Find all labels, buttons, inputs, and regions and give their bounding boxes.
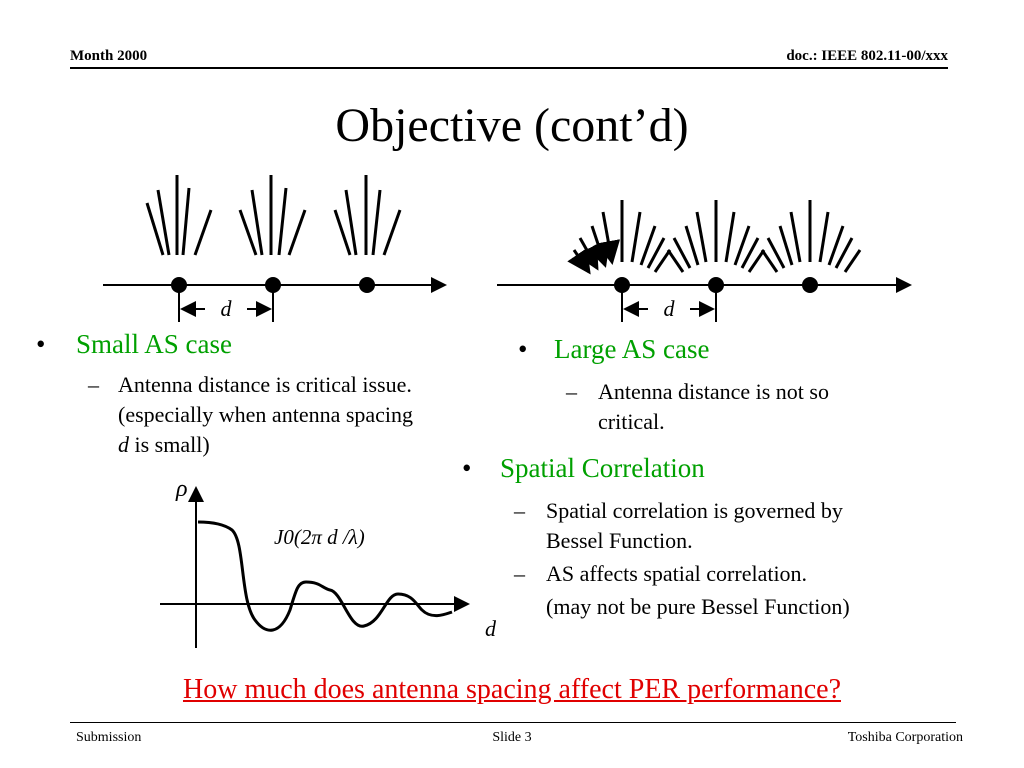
header-right: doc.: IEEE 802.11-00/xxx — [786, 48, 948, 64]
small-as-sub-line3: is small) — [129, 432, 210, 457]
small-as-diagram: d — [103, 175, 447, 322]
header-left: Month 2000 — [70, 48, 148, 64]
antenna-dot — [265, 277, 281, 293]
plot-x-label: d — [485, 616, 497, 641]
bullet-dot: • — [518, 334, 528, 364]
header-rule — [70, 67, 948, 69]
large-as-sub: – Antenna distance is not so critical. — [566, 377, 829, 437]
large-as-sub-line2: critical. — [598, 409, 665, 434]
slide-title: Objective (cont’d) — [335, 99, 689, 152]
small-as-sub-var: d — [118, 432, 129, 457]
spatial-sub1-line1: Spatial correlation is governed by — [546, 498, 843, 523]
dash: – — [514, 561, 525, 586]
rays-group-3 — [333, 175, 402, 256]
spatial-label: Spatial Correlation — [500, 453, 705, 483]
antenna-dot — [802, 277, 818, 293]
spatial-sub3: (may not be pure Bessel Function) — [546, 594, 850, 619]
large-as-bullet: • Large AS case — [518, 333, 709, 365]
large-as-label: Large AS case — [554, 334, 710, 364]
spatial-sub1-line2: Bessel Function. — [546, 528, 693, 553]
antenna-dot — [708, 277, 724, 293]
bullet-dot: • — [462, 453, 472, 483]
dash: – — [514, 498, 525, 523]
footer-rule — [70, 722, 956, 723]
dash: – — [566, 379, 577, 404]
small-as-label: Small AS case — [76, 329, 232, 359]
plot-y-label: ρ — [175, 476, 188, 502]
bessel-plot: ρ d J0(2π d /λ) — [160, 476, 497, 648]
question-text: How much does antenna spacing affect PER… — [182, 674, 841, 705]
small-as-sub-line1: Antenna distance is critical issue. — [118, 372, 412, 397]
wide-rays-group-1 — [567, 200, 672, 275]
antenna-dot — [614, 277, 630, 293]
rays-group-1 — [145, 175, 213, 256]
plot-curve-label: J0(2π d /λ) — [274, 525, 365, 549]
small-as-sub-line2: (especially when antenna spacing — [118, 402, 414, 427]
footer-right: Toshiba Corporation — [847, 730, 963, 745]
dash: – — [88, 372, 99, 397]
large-as-sub-line1: Antenna distance is not so — [598, 379, 829, 404]
rays-group-2 — [238, 175, 307, 256]
bessel-curve — [197, 520, 453, 632]
question-text-wrap: How much does antenna spacing affect PER… — [0, 674, 1024, 706]
small-as-bullet: • Small AS case — [36, 328, 232, 360]
footer-center: Slide 3 — [492, 730, 532, 745]
bullet-dot: • — [36, 329, 46, 359]
wide-rays-group-2 — [666, 200, 766, 273]
antenna-diagrams: d — [103, 175, 912, 322]
right-spacing-label: d — [664, 296, 676, 321]
spatial-bullet: • Spatial Correlation — [462, 452, 705, 484]
large-as-diagram: d — [497, 200, 912, 322]
left-spacing-label: d — [221, 296, 233, 321]
antenna-dot — [171, 277, 187, 293]
wide-rays-group-3 — [760, 200, 862, 273]
footer-left: Submission — [76, 730, 142, 745]
spatial-sub2: AS affects spatial correlation. — [546, 561, 808, 586]
antenna-dot — [359, 277, 375, 293]
spatial-sub: – Spatial correlation is governed by Bess… — [514, 496, 850, 622]
small-as-sub: – Antenna distance is critical issue. (es… — [88, 370, 413, 460]
